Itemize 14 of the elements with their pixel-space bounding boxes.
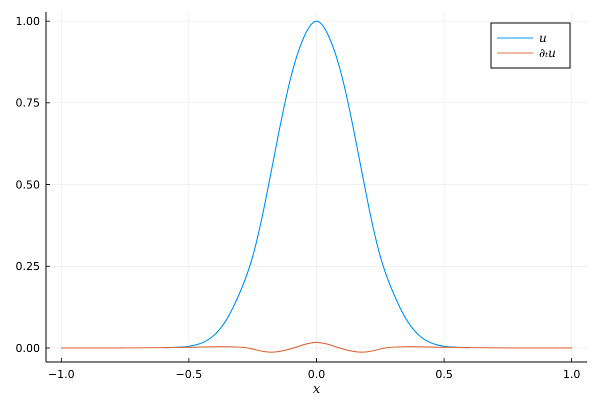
y-tick-label: 0.75 [16, 96, 40, 110]
x-tick-label: 0.0 [308, 368, 326, 381]
x-axis-title: x [312, 382, 321, 397]
y-tick-label: 1.00 [16, 15, 40, 28]
x-tick-label: −1.0 [48, 368, 75, 381]
legend-label: u [539, 31, 547, 46]
x-tick-label: 0.5 [435, 368, 453, 381]
x-tick-label: −0.5 [176, 368, 202, 381]
line-series [60, 342, 572, 353]
y-tick-label: 0.00 [16, 342, 40, 355]
y-tick-label: 0.50 [16, 178, 40, 192]
legend-label: ∂ₜu [539, 46, 556, 60]
x-tick-label: 1.0 [562, 368, 580, 381]
y-tick-label: 0.25 [16, 260, 40, 274]
